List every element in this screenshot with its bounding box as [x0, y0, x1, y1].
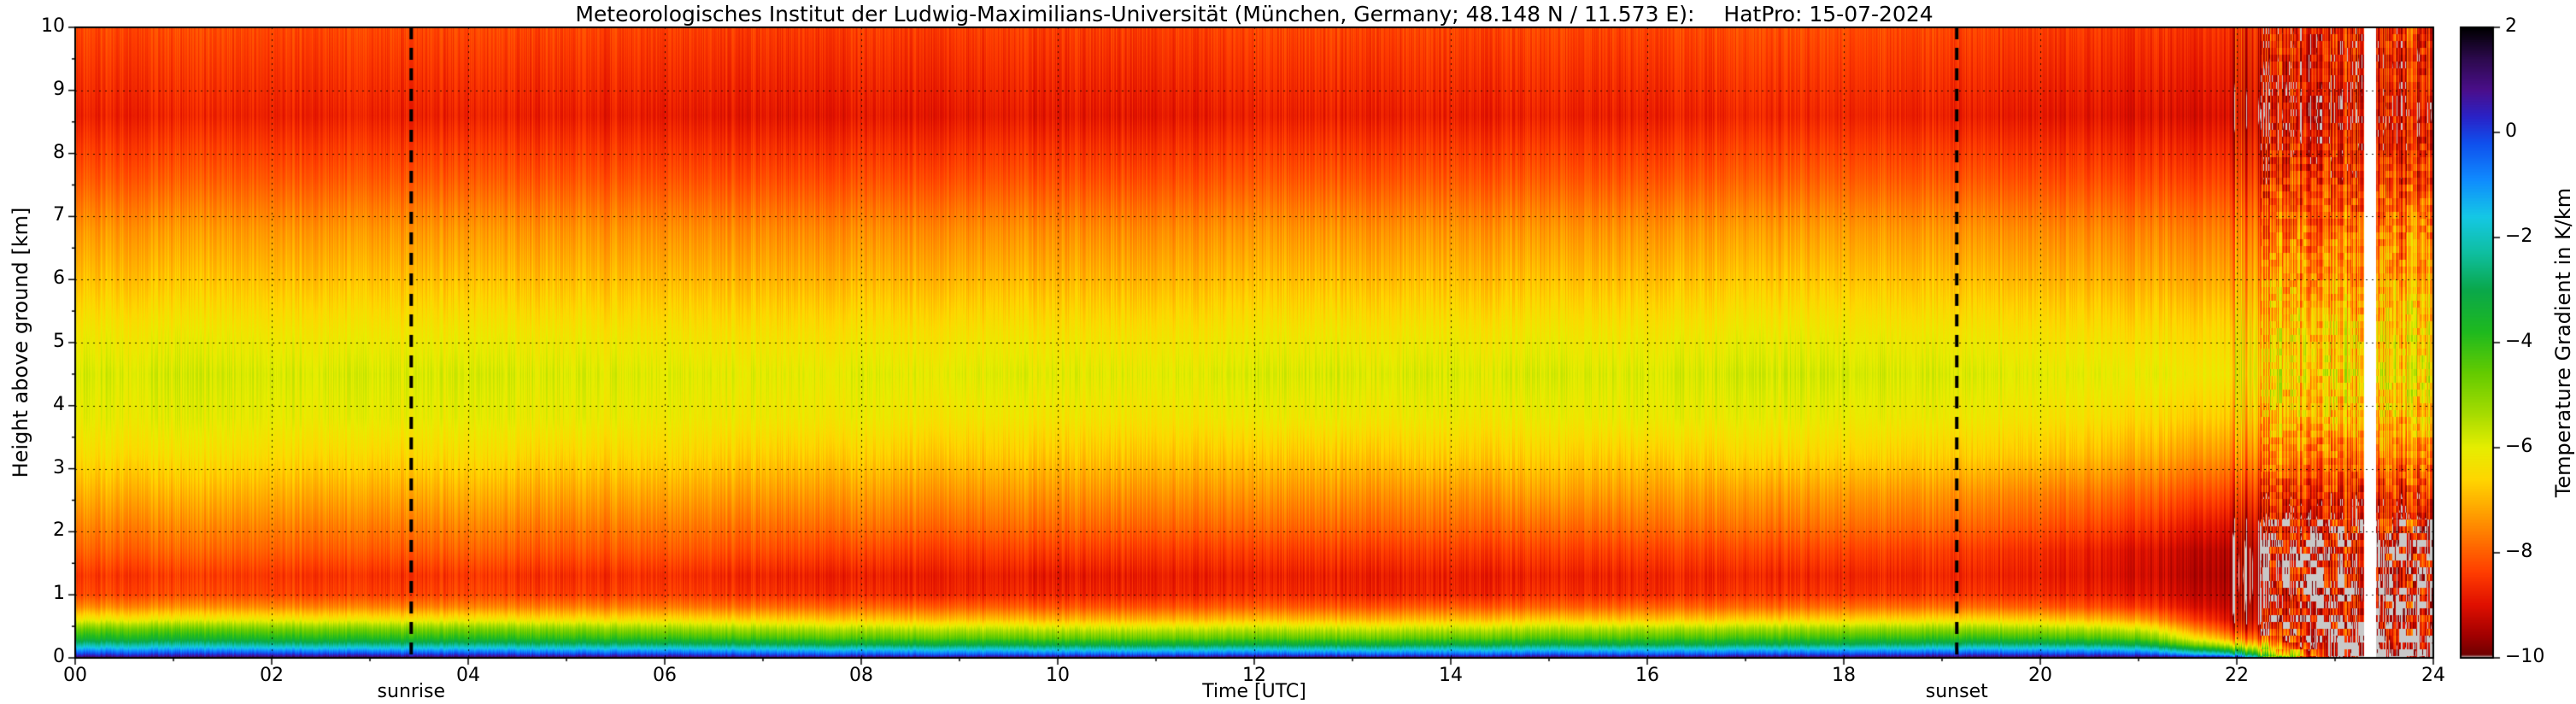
- x-tick-label: 18: [1832, 665, 1856, 686]
- y-tick-label: 7: [53, 204, 65, 226]
- colorbar-tick-label: 2: [2505, 15, 2517, 37]
- y-tick-label: 9: [53, 78, 65, 100]
- y-tick-label: 5: [53, 331, 65, 352]
- colorbar-label: Temperature Gradient in K/km: [2551, 187, 2575, 498]
- x-tick-label: 02: [260, 665, 284, 686]
- x-tick-label: 10: [1046, 665, 1070, 686]
- y-tick-label: 6: [53, 267, 65, 290]
- x-tick-label: 06: [653, 665, 677, 686]
- y-tick-label: 1: [53, 583, 65, 605]
- x-tick-label: 00: [63, 665, 87, 686]
- x-tick-label: 12: [1242, 665, 1266, 686]
- sunrise-label: sunrise: [377, 681, 446, 702]
- x-tick-label: 08: [849, 665, 873, 686]
- y-tick-label: 8: [53, 141, 65, 163]
- y-tick-label: 4: [53, 393, 65, 415]
- chart-title-instrument: HatPro: 15-07-2024: [1723, 2, 1933, 26]
- x-tick-label: 16: [1635, 665, 1659, 686]
- colorbar-tick-label: −8: [2505, 541, 2533, 562]
- x-axis-label: Time [UTC]: [1202, 681, 1306, 702]
- colorbar-tick-label: −6: [2505, 436, 2533, 457]
- y-axis-label: Height above ground [km]: [9, 207, 32, 478]
- x-tick-label: 22: [2225, 665, 2249, 686]
- x-tick-label: 14: [1439, 665, 1463, 686]
- y-tick-label: 2: [53, 519, 65, 542]
- colorbar-tick-label: 0: [2505, 120, 2517, 142]
- colorbar-tick-label: −2: [2505, 226, 2533, 247]
- y-tick-label: 3: [53, 456, 65, 478]
- y-tick-label: 0: [53, 646, 65, 667]
- chart-title-institute: Meteorologisches Institut der Ludwig-Max…: [575, 2, 1695, 26]
- x-tick-label: 20: [2028, 665, 2052, 686]
- x-tick-label: 24: [2421, 665, 2445, 686]
- chart-title: Meteorologisches Institut der Ludwig-Max…: [575, 2, 1933, 26]
- colorbar-tick-label: −10: [2505, 646, 2545, 667]
- x-tick-label: 04: [456, 665, 480, 686]
- colorbar-tick-label: −4: [2505, 331, 2533, 352]
- sunset-label: sunset: [1925, 681, 1988, 702]
- y-tick-label: 10: [41, 15, 65, 37]
